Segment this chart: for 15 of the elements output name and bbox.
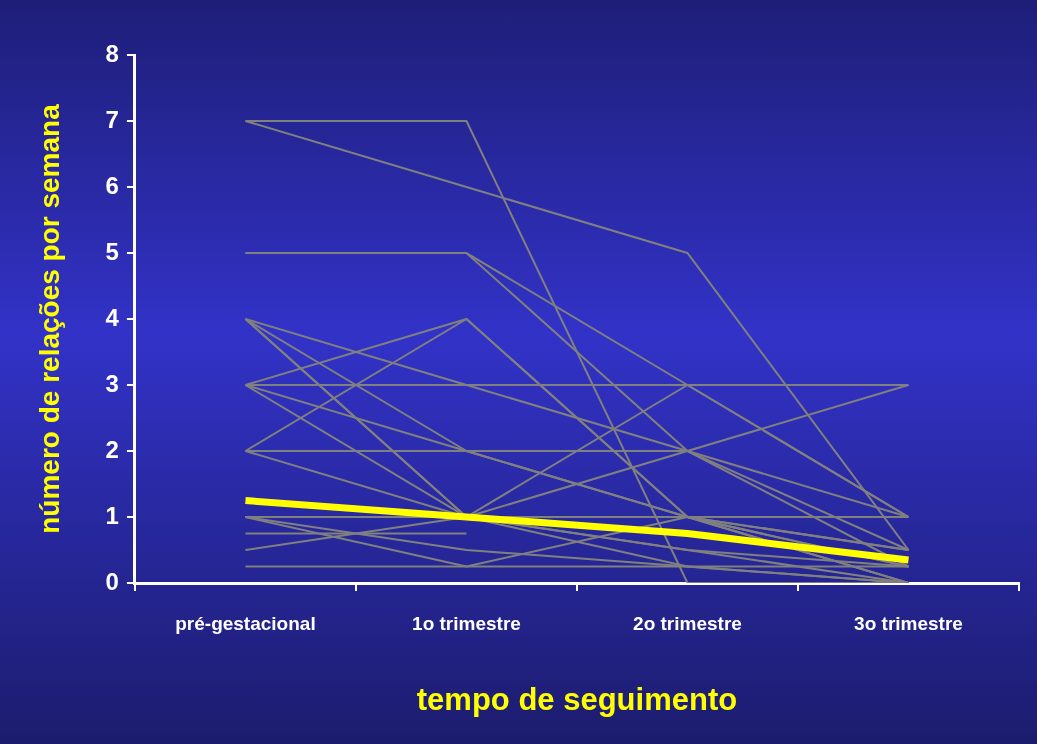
x-axis-title: tempo de seguimento (416, 681, 738, 717)
y-tick-label: 5 (105, 237, 119, 265)
y-tick-label: 8 (105, 39, 119, 67)
y-axis-title: número de relações por semana (33, 103, 65, 534)
y-tick-label: 7 (105, 105, 119, 133)
y-tick-label: 4 (105, 303, 120, 331)
y-tick-label: 3 (105, 369, 119, 397)
y-tick-label: 0 (105, 567, 119, 595)
y-tick-label: 1 (105, 501, 119, 529)
x-tick-label: pré-gestacional (175, 612, 316, 634)
x-tick-label: 1o trimestre (412, 612, 521, 634)
y-tick-label: 6 (105, 171, 119, 199)
x-tick-label: 3o trimestre (854, 612, 963, 634)
y-tick-label: 2 (105, 435, 119, 463)
x-tick-label: 2o trimestre (633, 612, 742, 634)
